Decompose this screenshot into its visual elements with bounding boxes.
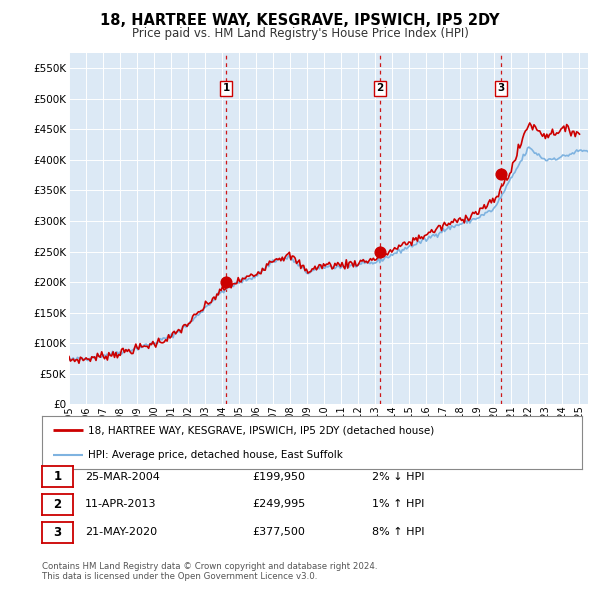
Text: 21-MAY-2020: 21-MAY-2020 bbox=[85, 527, 157, 537]
Text: 1: 1 bbox=[53, 470, 62, 483]
Text: £199,950: £199,950 bbox=[252, 472, 305, 481]
Text: 25-MAR-2004: 25-MAR-2004 bbox=[85, 472, 160, 481]
Text: 3: 3 bbox=[53, 526, 62, 539]
Point bbox=[221, 277, 231, 287]
Text: £377,500: £377,500 bbox=[252, 527, 305, 537]
Text: HPI: Average price, detached house, East Suffolk: HPI: Average price, detached house, East… bbox=[88, 450, 343, 460]
Text: Price paid vs. HM Land Registry's House Price Index (HPI): Price paid vs. HM Land Registry's House … bbox=[131, 27, 469, 40]
Text: 3: 3 bbox=[497, 83, 505, 93]
Text: £249,995: £249,995 bbox=[252, 500, 305, 509]
Text: 2: 2 bbox=[376, 83, 383, 93]
Text: 11-APR-2013: 11-APR-2013 bbox=[85, 500, 157, 509]
Text: 2% ↓ HPI: 2% ↓ HPI bbox=[372, 472, 425, 481]
Text: 1% ↑ HPI: 1% ↑ HPI bbox=[372, 500, 424, 509]
Text: 2: 2 bbox=[53, 498, 62, 511]
Text: 8% ↑ HPI: 8% ↑ HPI bbox=[372, 527, 425, 537]
Point bbox=[375, 247, 385, 256]
Text: 18, HARTREE WAY, KESGRAVE, IPSWICH, IP5 2DY: 18, HARTREE WAY, KESGRAVE, IPSWICH, IP5 … bbox=[100, 13, 500, 28]
Text: 1: 1 bbox=[223, 83, 230, 93]
Point bbox=[496, 169, 506, 178]
Text: 18, HARTREE WAY, KESGRAVE, IPSWICH, IP5 2DY (detached house): 18, HARTREE WAY, KESGRAVE, IPSWICH, IP5 … bbox=[88, 425, 434, 435]
Text: Contains HM Land Registry data © Crown copyright and database right 2024.
This d: Contains HM Land Registry data © Crown c… bbox=[42, 562, 377, 581]
